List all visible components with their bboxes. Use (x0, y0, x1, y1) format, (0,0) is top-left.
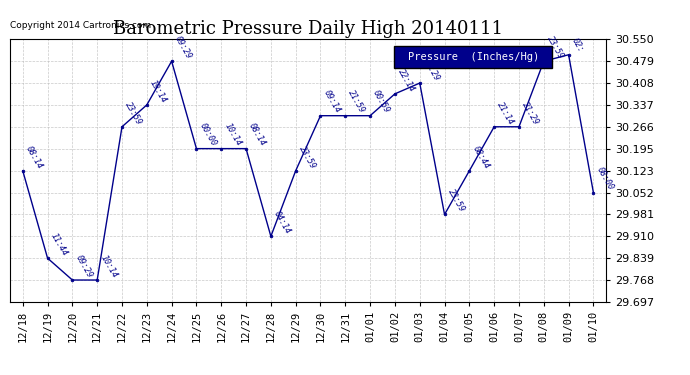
Text: 21:29: 21:29 (520, 100, 540, 126)
Text: 09:14: 09:14 (322, 89, 342, 115)
Text: 23:59: 23:59 (545, 34, 565, 61)
Text: 09:29: 09:29 (74, 253, 94, 279)
Text: 23:59: 23:59 (297, 144, 317, 170)
Text: 10:14: 10:14 (99, 253, 119, 279)
Text: 00:00: 00:00 (197, 122, 218, 148)
Text: 08:44: 08:44 (471, 144, 491, 170)
Text: 21:14: 21:14 (495, 100, 515, 126)
Text: 09:29: 09:29 (173, 34, 193, 61)
Text: 08:14: 08:14 (24, 144, 44, 170)
Text: 04:14: 04:14 (272, 210, 293, 236)
Text: 00:59: 00:59 (371, 89, 392, 115)
Text: 02:: 02: (570, 37, 585, 54)
Text: 08:00: 08:00 (595, 166, 615, 192)
Text: 10:14: 10:14 (222, 122, 243, 148)
Text: 11:44: 11:44 (49, 231, 69, 258)
Text: 19:14: 19:14 (148, 78, 168, 104)
Text: 21:59: 21:59 (346, 89, 367, 115)
Text: 02:29: 02:29 (421, 56, 442, 82)
Text: 22:14: 22:14 (396, 67, 417, 93)
FancyBboxPatch shape (395, 46, 552, 68)
Text: 08:14: 08:14 (247, 122, 268, 148)
Text: Copyright 2014 Cartronics.com: Copyright 2014 Cartronics.com (10, 21, 152, 30)
Title: Barometric Pressure Daily High 20140111: Barometric Pressure Daily High 20140111 (113, 20, 503, 38)
Text: 23:59: 23:59 (446, 188, 466, 214)
Text: 23:59: 23:59 (124, 100, 144, 126)
Text: Pressure  (Inches/Hg): Pressure (Inches/Hg) (408, 52, 539, 62)
